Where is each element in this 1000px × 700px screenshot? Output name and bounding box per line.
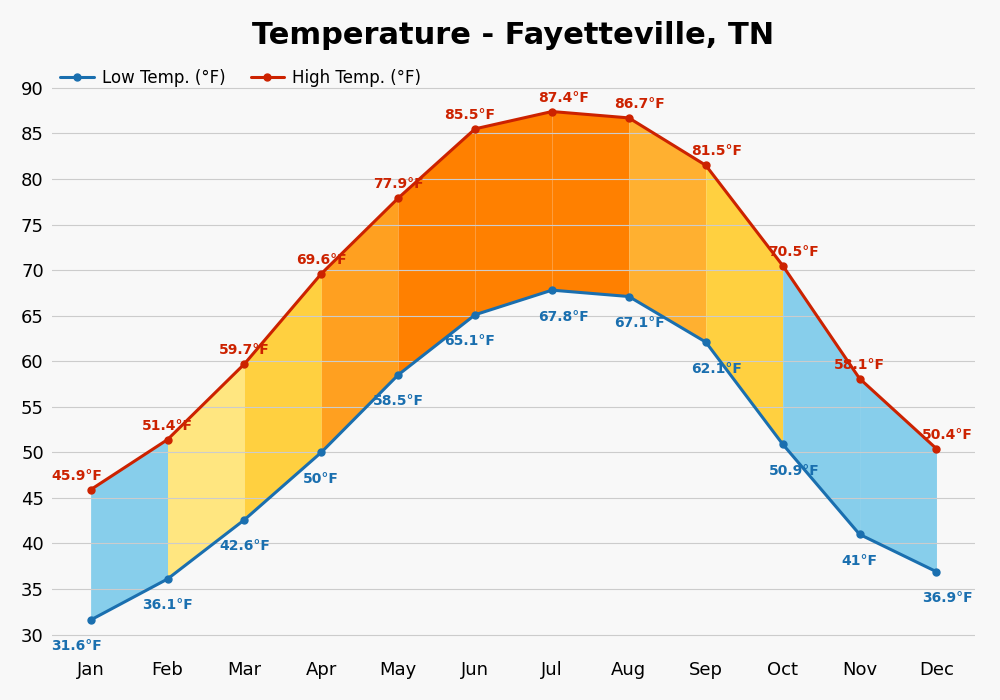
High Temp. (°F): [777, 261, 789, 270]
Text: 45.9°F: 45.9°F: [51, 469, 102, 483]
High Temp. (°F): [546, 107, 558, 116]
High Temp. (°F): [469, 125, 481, 133]
Text: 36.1°F: 36.1°F: [142, 598, 193, 612]
Low Temp. (°F): [162, 575, 174, 583]
Low Temp. (°F): [854, 530, 866, 538]
Text: 41°F: 41°F: [842, 554, 878, 568]
High Temp. (°F): [162, 435, 174, 444]
Low Temp. (°F): [469, 311, 481, 319]
Low Temp. (°F): [777, 440, 789, 448]
Low Temp. (°F): [623, 293, 635, 301]
Text: 85.5°F: 85.5°F: [444, 108, 495, 122]
Title: Temperature - Fayetteville, TN: Temperature - Fayetteville, TN: [252, 21, 775, 50]
Text: 67.8°F: 67.8°F: [538, 309, 588, 323]
Text: 86.7°F: 86.7°F: [615, 97, 665, 111]
Text: 50.4°F: 50.4°F: [922, 428, 973, 442]
Low Temp. (°F): [700, 338, 712, 346]
Text: 69.6°F: 69.6°F: [296, 253, 347, 267]
High Temp. (°F): [930, 444, 942, 453]
Low Temp. (°F): [315, 448, 327, 456]
High Temp. (°F): [623, 113, 635, 122]
Text: 58.5°F: 58.5°F: [373, 394, 424, 408]
Low Temp. (°F): [546, 286, 558, 294]
Text: 67.1°F: 67.1°F: [615, 316, 665, 330]
Low Temp. (°F): [85, 616, 97, 624]
High Temp. (°F): [85, 486, 97, 494]
Low Temp. (°F): [930, 568, 942, 576]
Text: 50.9°F: 50.9°F: [768, 463, 819, 477]
Text: 62.1°F: 62.1°F: [691, 361, 742, 375]
High Temp. (°F): [392, 194, 404, 202]
Legend: Low Temp. (°F), High Temp. (°F): Low Temp. (°F), High Temp. (°F): [60, 69, 421, 87]
Text: 59.7°F: 59.7°F: [219, 343, 270, 357]
Text: 51.4°F: 51.4°F: [142, 419, 193, 433]
Line: Low Temp. (°F): Low Temp. (°F): [87, 287, 940, 624]
Text: 31.6°F: 31.6°F: [51, 640, 102, 654]
Text: 58.1°F: 58.1°F: [834, 358, 885, 372]
High Temp. (°F): [238, 360, 250, 368]
High Temp. (°F): [315, 270, 327, 278]
Text: 70.5°F: 70.5°F: [768, 244, 819, 258]
High Temp. (°F): [700, 161, 712, 169]
Text: 77.9°F: 77.9°F: [373, 177, 424, 191]
Text: 81.5°F: 81.5°F: [691, 144, 742, 158]
Line: High Temp. (°F): High Temp. (°F): [87, 108, 940, 493]
Text: 87.4°F: 87.4°F: [538, 90, 589, 104]
Low Temp. (°F): [392, 371, 404, 379]
Text: 65.1°F: 65.1°F: [444, 334, 495, 348]
Text: 50°F: 50°F: [303, 472, 339, 486]
High Temp. (°F): [854, 374, 866, 383]
Low Temp. (°F): [238, 516, 250, 524]
Text: 42.6°F: 42.6°F: [219, 539, 270, 553]
Text: 36.9°F: 36.9°F: [922, 592, 973, 606]
